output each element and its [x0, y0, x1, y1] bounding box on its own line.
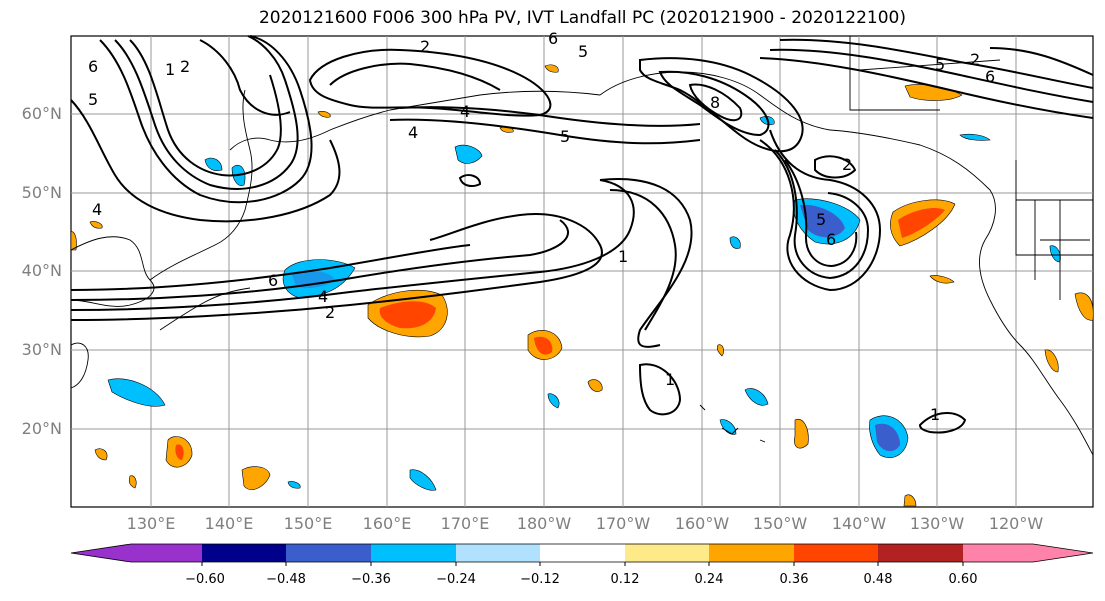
colorbar-tick-label: 0.48: [863, 572, 893, 587]
colorbar-cell: [286, 544, 371, 562]
lon-tick-label: 130°E: [126, 514, 176, 533]
colorbar-tick-label: −0.12: [520, 572, 560, 587]
lon-tick-label: 150°W: [752, 514, 808, 533]
colorbar-tick-label: 0.12: [610, 572, 640, 587]
contour-label: 1: [165, 60, 175, 79]
pv-shading: [70, 64, 1094, 507]
colorbar-cell: [71, 544, 202, 562]
colorbar-tick-label: 0.60: [948, 572, 978, 587]
lon-tick-label: 140°E: [204, 514, 254, 533]
colorbar-cell: [878, 544, 963, 562]
contour-label: 6: [826, 230, 836, 249]
lon-tick-label: 120°W: [988, 514, 1044, 533]
colorbar-cell: [709, 544, 794, 562]
lat-tick-label: 50°N: [21, 183, 62, 202]
contour-label: 2: [842, 155, 852, 174]
contour-label: 6: [88, 57, 98, 76]
contour-label: 2: [325, 303, 335, 322]
colorbar-cell: [371, 544, 456, 562]
colorbar-cell: [625, 544, 709, 562]
contour-label: 4: [460, 102, 470, 121]
lat-tick-label: 30°N: [21, 340, 62, 359]
lat-tick-label: 20°N: [21, 419, 62, 438]
contour-label: 6: [548, 29, 558, 48]
colorbar-cell: [794, 544, 878, 562]
lat-tick-label: 60°N: [21, 104, 62, 123]
colorbar-tick-label: 0.24: [694, 572, 724, 587]
contour-label: 5: [560, 127, 570, 146]
contour-label: 1: [930, 405, 940, 424]
map-panel: 2 1 6 5 4 2 4 5 6 4 2 1 6 5 8 2 5 6 1 1 …: [70, 29, 1094, 508]
contour-label: 5: [816, 210, 826, 229]
colorbar-tick-label: −0.36: [351, 572, 391, 587]
contour-labels: 2 1 6 5 4 2 4 5 6 4 2 1 6 5 8 2 5 6 1 1 …: [88, 29, 995, 424]
colorbar-tick-label: −0.60: [185, 572, 225, 587]
lon-tick-label: 140°W: [831, 514, 887, 533]
colorbar-tick-label: −0.24: [436, 572, 476, 587]
contour-label: 2: [180, 57, 190, 76]
contour-label: 1: [618, 247, 628, 266]
lon-tick-label: 160°W: [674, 514, 730, 533]
contour-label: 5: [935, 55, 945, 74]
colorbar-cell: [963, 544, 1093, 562]
colorbar-cell: [540, 544, 625, 562]
lon-tick-label: 170°E: [440, 514, 490, 533]
colorbar-cell: [456, 544, 540, 562]
contour-label: 4: [318, 287, 328, 306]
colorbar-tick-label: −0.48: [266, 572, 306, 587]
lat-tick-label: 40°N: [21, 261, 62, 280]
contour-label: 4: [92, 200, 102, 219]
contour-label: 4: [408, 123, 418, 142]
lon-tick-label: 180°W: [516, 514, 572, 533]
contour-label: 2: [420, 37, 430, 56]
colorbar-outline: [70, 543, 1094, 563]
map-title: 2020121600 F006 300 hPa PV, IVT Landfall…: [258, 8, 906, 28]
contour-label: 5: [578, 42, 588, 61]
lon-tick-label: 130°W: [909, 514, 965, 533]
contour-label: 2: [970, 50, 980, 69]
coastlines: [70, 36, 1094, 456]
lon-tick-label: 160°E: [362, 514, 412, 533]
contour-label: 8: [710, 93, 720, 112]
contour-label: 1: [665, 370, 675, 389]
contour-label: 5: [88, 90, 98, 109]
contour-label: 6: [268, 271, 278, 290]
colorbar-tick-label: 0.36: [779, 572, 809, 587]
contour-label: 6: [985, 67, 995, 86]
lon-tick-label: 150°E: [283, 514, 333, 533]
pv-contours: [70, 35, 1094, 434]
colorbar-cells: [70, 543, 1094, 566]
colorbar-cell: [202, 544, 286, 562]
lon-tick-label: 170°W: [595, 514, 651, 533]
